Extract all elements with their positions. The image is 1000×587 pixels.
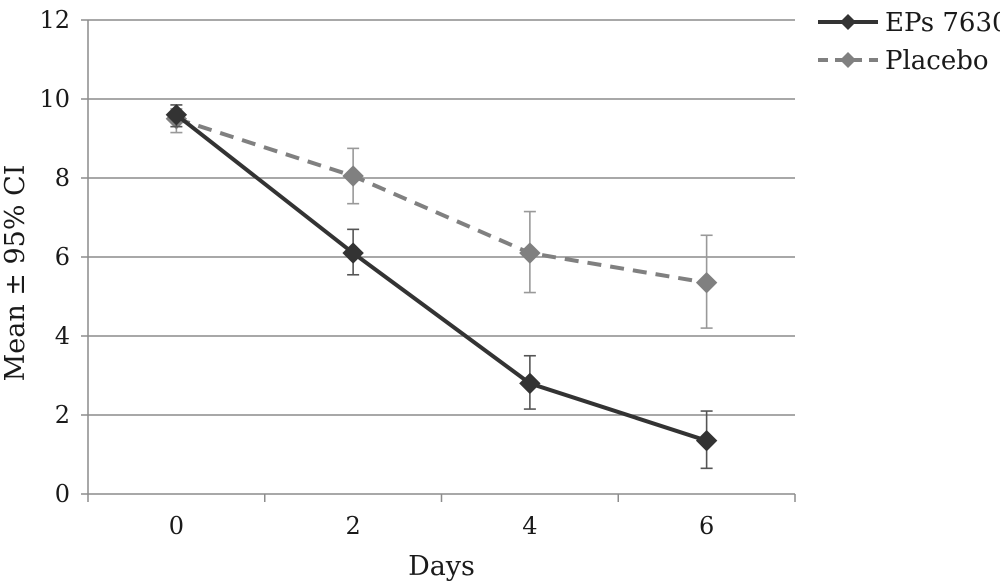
y-tick-label: 6 xyxy=(55,243,70,271)
y-tick-label: 12 xyxy=(39,6,70,34)
x-tick-label: 0 xyxy=(169,512,184,540)
y-tick-label: 8 xyxy=(55,164,70,192)
axes: 0 2 4 6 8 10 12 0 2 4 6 xyxy=(39,6,796,540)
series-eps-7630 xyxy=(165,104,718,470)
legend-label: Placebo xyxy=(885,46,989,76)
data-point-marker xyxy=(342,165,364,187)
legend-diamond-marker xyxy=(840,14,856,30)
x-axis-title: Days xyxy=(408,551,475,582)
y-tick-label: 10 xyxy=(39,85,70,113)
y-tick-label: 0 xyxy=(55,480,70,508)
series-placebo xyxy=(165,108,718,329)
legend-label: EPs 7630 xyxy=(885,8,1000,38)
series-group xyxy=(165,104,718,470)
y-tick-label: 2 xyxy=(55,401,70,429)
gridlines xyxy=(88,19,795,416)
data-point-marker xyxy=(165,104,188,126)
x-tick-label: 6 xyxy=(699,512,714,540)
legend-item: Placebo xyxy=(818,46,989,76)
data-point-marker xyxy=(519,242,541,264)
data-point-marker xyxy=(519,372,541,395)
y-axis-title: Mean ± 95% CI xyxy=(0,165,31,382)
data-point-marker xyxy=(695,429,718,452)
x-tick-label: 4 xyxy=(522,512,537,540)
legend: EPs 7630 Placebo xyxy=(818,8,1000,76)
series-line xyxy=(175,113,708,443)
data-point-marker xyxy=(695,271,718,294)
data-point-marker xyxy=(342,242,364,264)
legend-item: EPs 7630 xyxy=(818,8,1000,38)
legend-diamond-marker xyxy=(840,52,856,68)
series-line xyxy=(175,116,707,285)
x-tick-label: 2 xyxy=(345,512,360,540)
y-tick-label: 4 xyxy=(55,322,70,350)
